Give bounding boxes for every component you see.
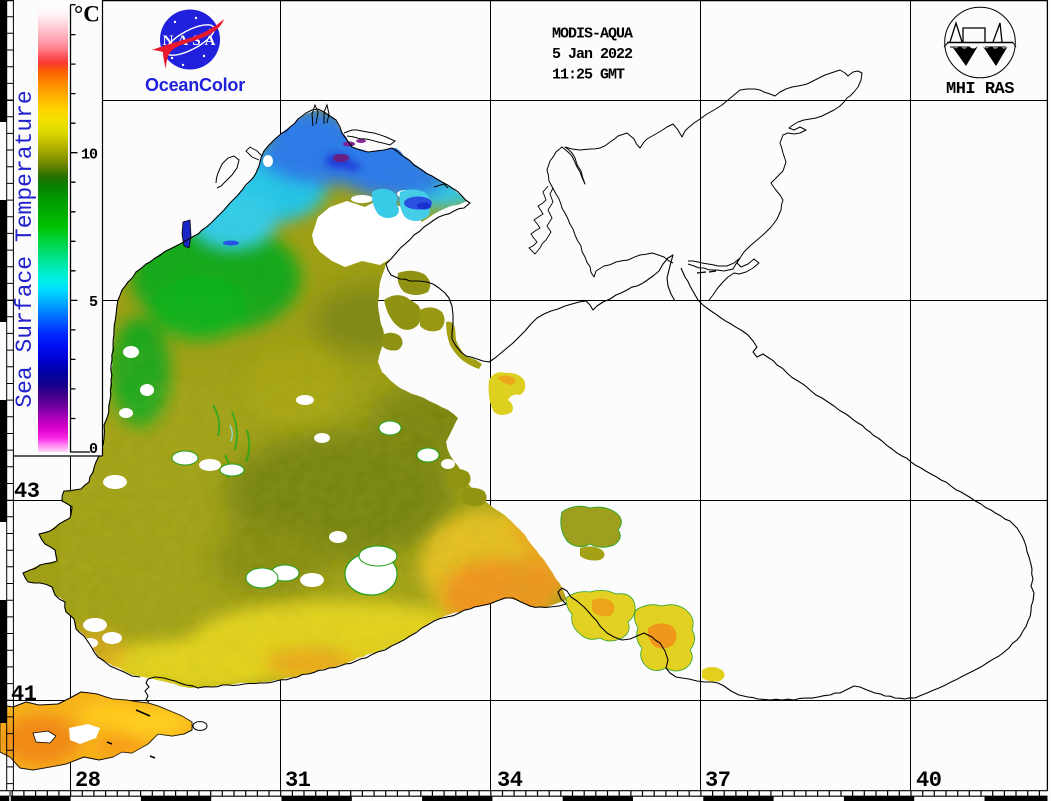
svg-text:28: 28 <box>75 768 101 793</box>
svg-text:°C: °C <box>74 2 100 27</box>
svg-text:0: 0 <box>89 441 98 458</box>
svg-text:10: 10 <box>81 147 98 164</box>
svg-text:31: 31 <box>285 768 311 793</box>
svg-text:34: 34 <box>497 768 523 793</box>
svg-text:41: 41 <box>11 682 37 707</box>
svg-text:MHI RAS: MHI RAS <box>946 80 1014 99</box>
svg-text:5: 5 <box>89 294 98 311</box>
svg-text:37: 37 <box>705 768 730 793</box>
svg-text:11:25 GMT: 11:25 GMT <box>552 67 625 84</box>
svg-text:43: 43 <box>14 479 40 504</box>
svg-text:MODIS-AQUA: MODIS-AQUA <box>552 26 633 43</box>
svg-text:Sea Surface Temperature: Sea Surface Temperature <box>12 90 38 407</box>
svg-text:40: 40 <box>916 768 941 793</box>
svg-text:5 Jan 2022: 5 Jan 2022 <box>552 46 633 63</box>
svg-text:OceanColor: OceanColor <box>145 75 245 95</box>
